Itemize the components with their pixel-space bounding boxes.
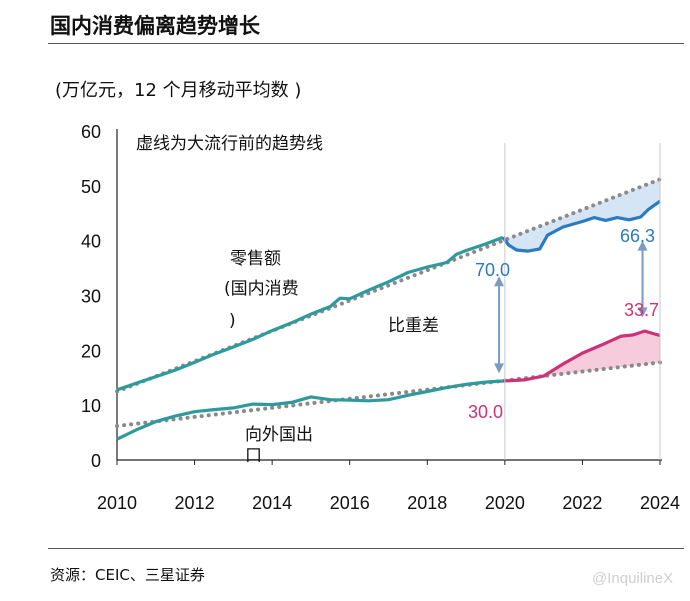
exports-post2020-line	[502, 329, 661, 383]
exports-trend-line	[115, 360, 662, 428]
x-tick-label: 2014	[252, 493, 292, 513]
x-tick-label: 2012	[175, 493, 215, 513]
exports-label: 口	[245, 446, 262, 466]
unit-label: (万亿元，12 个月移动平均数 )	[55, 80, 302, 101]
y-tick-label: 10	[81, 396, 101, 416]
retail-trend-line	[115, 177, 662, 394]
exports-label: 向外国出	[245, 425, 313, 445]
y-tick-label: 30	[81, 287, 101, 307]
x-tick-label: 2018	[407, 493, 447, 513]
top-rule	[48, 43, 684, 44]
bottom-rule	[48, 548, 684, 549]
retail-post2020-line	[501, 199, 661, 253]
y-tick-label: 40	[81, 232, 101, 252]
arrow-2020-head-top	[494, 276, 505, 287]
retail-label: )	[229, 311, 236, 331]
x-tick-label: 2016	[330, 493, 370, 513]
y-tick-label: 0	[91, 451, 101, 471]
retail-label: (国内消费	[224, 279, 299, 299]
exports-gap-area	[502, 331, 660, 381]
retail-pre2020-line	[116, 235, 504, 392]
retail-label: 零售额	[230, 249, 281, 269]
x-tick-label: 2022	[562, 493, 602, 513]
arrow-2020-head-bottom	[494, 363, 505, 374]
value-label-2024-retail: 66.3	[620, 226, 655, 246]
value-label-2020-exports: 30.0	[468, 402, 503, 422]
arrow-2020	[494, 276, 505, 374]
retail-gap-area	[502, 179, 660, 252]
source-note: 资源：CEIC、三星证券	[50, 566, 205, 584]
y-tick-label: 50	[81, 177, 101, 197]
arrow-2024	[637, 240, 648, 318]
y-tick-label: 60	[81, 122, 101, 142]
trend-note: 虚线为大流行前的趋势线	[136, 134, 323, 154]
value-label-2020-retail: 70.0	[475, 260, 510, 280]
ratio-label: 比重差	[388, 316, 439, 336]
arrow-2024-head-bottom	[637, 307, 648, 318]
x-tick-label: 2010	[97, 493, 137, 513]
x-tick-label: 2020	[485, 493, 525, 513]
chart-title: 国内消费偏离趋势增长	[50, 14, 260, 38]
value-label-2024-exports: 33.7	[624, 300, 659, 320]
y-tick-label: 20	[81, 341, 101, 361]
x-tick-label: 2024	[640, 493, 680, 513]
watermark: @InquilineX	[592, 570, 674, 587]
arrow-2024-head-top	[637, 240, 648, 251]
exports-pre2020-line	[116, 379, 504, 441]
